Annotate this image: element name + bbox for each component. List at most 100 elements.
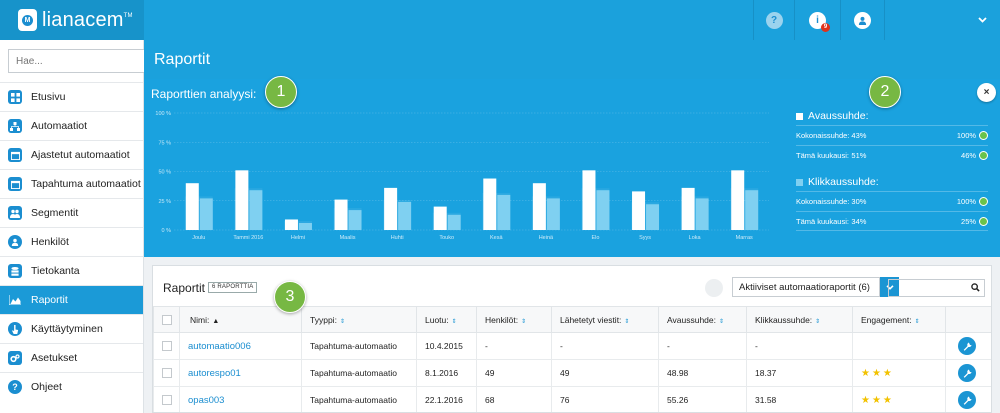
sidebar-item-label: Tietokanta <box>31 265 80 277</box>
bar-click-rate <box>695 198 709 230</box>
report-name-link[interactable]: automaatio006 <box>179 332 302 360</box>
report-filter-dropdown-button[interactable] <box>880 277 899 297</box>
help-button[interactable]: ? <box>753 0 794 40</box>
bar-open-rate <box>731 170 745 230</box>
report-click-rate: 31.58 <box>746 386 853 412</box>
sidebar-item-label: Etusivu <box>31 91 66 103</box>
column-header-persons[interactable]: Henkilöt: ⇕ <box>476 306 552 333</box>
disabled-action-button[interactable] <box>705 279 723 297</box>
row-checkbox[interactable] <box>162 368 172 379</box>
report-sent: 49 <box>551 359 659 387</box>
report-open-rate: 48.98 <box>658 359 747 387</box>
rate-stats: Avaussuhde: Kokonaissuhde: 43% 100% Tämä… <box>796 107 988 231</box>
pointer-icon <box>8 322 22 336</box>
bar-click-rate <box>447 214 461 230</box>
x-tick-label: Loka <box>689 235 702 241</box>
table-row: opas003 Tapahtuma-automaatio 22.1.2016 6… <box>153 386 991 412</box>
edit-report-button[interactable] <box>958 337 976 355</box>
sidebar-item-tapahtuma-automaatiot[interactable]: Tapahtuma automaatiot <box>0 169 143 198</box>
engagement-stars: ★★★ <box>852 386 946 412</box>
sidebar-item-ajastetut-automaatiot[interactable]: Ajastetut automaatiot <box>0 140 143 169</box>
edit-report-button[interactable] <box>958 364 976 382</box>
sidebar-item-label: Ajastetut automaatiot <box>31 149 130 161</box>
report-filter-select[interactable]: Aktiiviset automaatioraportit (6) <box>732 277 880 297</box>
area-chart-icon <box>8 293 22 307</box>
engagement-stars <box>852 332 946 360</box>
sidebar-item-label: Segmentit <box>31 207 79 219</box>
column-header-engagement[interactable]: Engagement: ⇕ <box>852 306 946 333</box>
x-tick-label: Kesä <box>490 235 503 241</box>
close-analysis-button[interactable]: × <box>977 83 996 102</box>
x-tick-label: Marras <box>736 235 753 241</box>
sidebar-item-label: Tapahtuma automaatiot <box>31 178 141 190</box>
sidebar-search-input[interactable] <box>8 49 148 73</box>
report-name-link[interactable]: autorespo01 <box>179 359 302 387</box>
sidebar-search <box>8 49 157 73</box>
bar-open-rate <box>483 178 497 230</box>
bar-open-rate <box>284 219 298 230</box>
chevron-down-icon <box>978 17 987 23</box>
sidebar-item-tietokanta[interactable]: Tietokanta <box>0 256 143 285</box>
notifications-button[interactable]: i 9 <box>794 0 840 40</box>
row-checkbox[interactable] <box>162 341 172 352</box>
callout-3: 3 <box>274 281 306 313</box>
bar-click-rate <box>249 190 263 230</box>
analysis-title: Raporttien analyysi: <box>151 87 257 101</box>
bar-click-rate <box>199 198 213 230</box>
top-bar: M lianacemTM ? i 9 <box>0 0 1000 40</box>
wrench-icon <box>963 368 972 378</box>
sidebar-item-segmentit[interactable]: Segmentit <box>0 198 143 227</box>
calendar-icon <box>8 177 22 191</box>
users-icon <box>8 206 22 220</box>
engagement-stars: ★★★ <box>852 359 946 387</box>
y-tick-label: 50 % <box>158 170 171 176</box>
open-rate-total-row: Kokonaissuhde: 43% 100% <box>796 125 988 145</box>
column-header-type[interactable]: Tyyppi: ⇕ <box>301 306 417 333</box>
chevron-down-icon <box>885 284 894 290</box>
sidebar-item-raportit[interactable]: Raportit <box>0 285 143 314</box>
report-search-input[interactable] <box>888 279 985 297</box>
report-open-rate: 55.26 <box>658 386 747 412</box>
open-rate-month-row: Tämä kuukausi: 51% 46% <box>796 145 988 165</box>
sort-icon: ⇕ <box>339 318 345 325</box>
logo[interactable]: M lianacemTM <box>0 0 144 40</box>
select-all-checkbox[interactable] <box>162 314 172 325</box>
sidebar-item-kayttaytyminen[interactable]: Käyttäytyminen <box>0 314 143 343</box>
account-dropdown[interactable] <box>884 0 1000 40</box>
report-persons: 68 <box>476 386 552 412</box>
open-rate-swatch <box>796 112 803 120</box>
bar-open-rate <box>334 199 348 230</box>
row-checkbox[interactable] <box>162 395 172 406</box>
sidebar-item-etusivu[interactable]: Etusivu <box>0 82 143 111</box>
x-tick-label: Huhti <box>391 235 404 241</box>
bar-open-rate <box>582 170 596 230</box>
search-icon <box>971 283 980 292</box>
bar-click-rate <box>398 201 412 230</box>
report-persons: 49 <box>476 359 552 387</box>
x-tick-label: Tammi 2016 <box>233 235 263 241</box>
bar-click-rate <box>646 204 660 230</box>
column-header-sent[interactable]: Lähetetyt viestit: ⇕ <box>551 306 659 333</box>
column-header-actions <box>945 306 991 333</box>
sidebar-item-automaatiot[interactable]: Automaatiot <box>0 111 143 140</box>
column-header-open-rate[interactable]: Avaussuhde: ⇕ <box>658 306 747 333</box>
sort-icon: ⇕ <box>624 318 630 325</box>
column-header-created[interactable]: Luotu: ⇕ <box>416 306 477 333</box>
column-header-name[interactable]: Nimi: ▲ <box>179 306 302 333</box>
sidebar-item-label: Raportit <box>31 294 68 306</box>
hierarchy-icon <box>8 119 22 133</box>
user-menu-button[interactable] <box>840 0 884 40</box>
sidebar-item-ohjeet[interactable]: ? Ohjeet <box>0 372 143 401</box>
report-persons: - <box>476 332 552 360</box>
report-name-link[interactable]: opas003 <box>179 386 302 412</box>
bar-click-rate <box>348 210 362 230</box>
sidebar-item-henkilot[interactable]: Henkilöt <box>0 227 143 256</box>
sidebar-item-asetukset[interactable]: Asetukset <box>0 343 143 372</box>
click-rate-heading: Klikkaussuhde: <box>796 173 988 191</box>
edit-report-button[interactable] <box>958 391 976 409</box>
logo-trademark: TM <box>123 12 133 19</box>
column-header-click-rate[interactable]: Klikkaussuhde: ⇕ <box>746 306 853 333</box>
bar-open-rate <box>235 170 249 230</box>
sidebar-item-label: Henkilöt <box>31 236 69 248</box>
help-icon: ? <box>765 11 783 29</box>
